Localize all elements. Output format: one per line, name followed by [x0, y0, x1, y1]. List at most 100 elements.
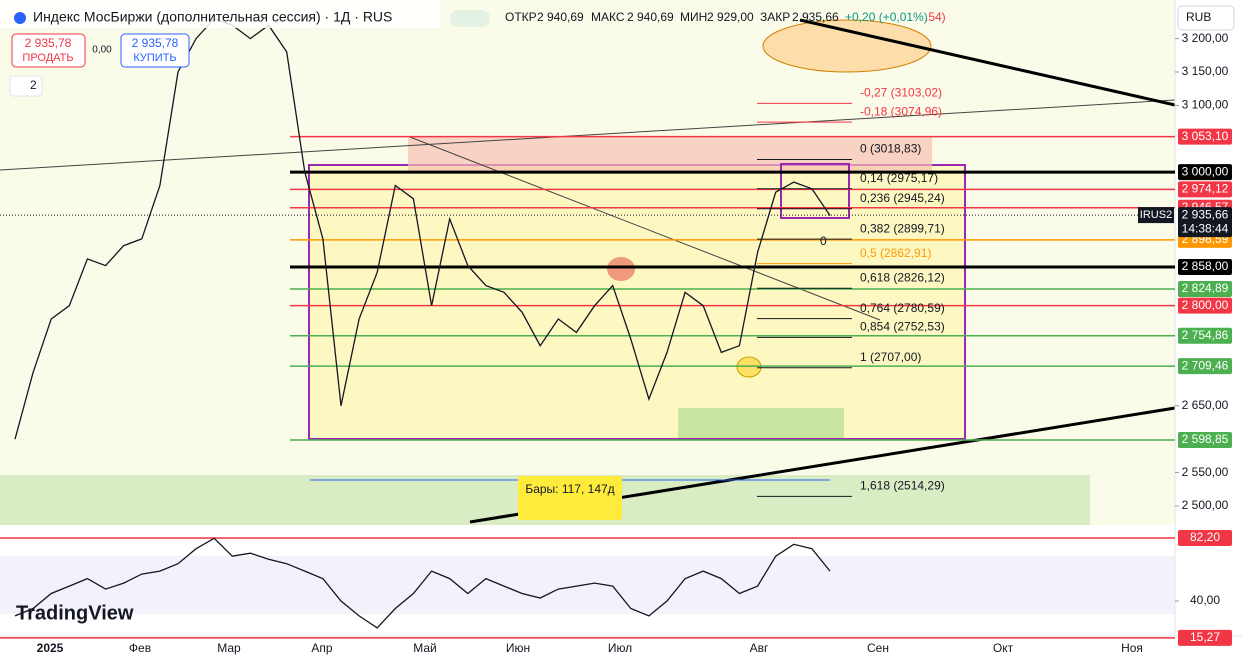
- time-label: Ноя: [1121, 641, 1143, 655]
- time-label: Мар: [217, 641, 241, 655]
- range-box: [780, 163, 850, 219]
- flag-icon: [14, 12, 26, 24]
- time-label: 2025: [37, 641, 64, 655]
- level-label: 82,20: [1190, 530, 1220, 544]
- price-line: [14, 17, 831, 440]
- level-badge: [1178, 629, 1232, 646]
- level-label: 2 709,46: [1182, 358, 1229, 372]
- fib-fragment: .54): [925, 10, 946, 24]
- zone: [408, 137, 932, 173]
- fib-label: 0,382 (2899,71): [860, 221, 945, 235]
- status: [450, 10, 490, 27]
- level-label: 2 858,00: [1182, 259, 1229, 273]
- rsi-line: [14, 537, 831, 629]
- ohlc-value: 2 935,66: [792, 10, 839, 24]
- ohlc-label: ЗАКР: [760, 10, 790, 24]
- fib-label: 0,854 (2752,53): [860, 320, 945, 334]
- fib-label: 1,618 (2514,29): [860, 479, 945, 493]
- ohlc-value: 2 940,69: [627, 10, 674, 24]
- fib-label: 0,5 (2862,91): [860, 246, 931, 260]
- fib-label: 0 (3018,83): [860, 142, 921, 156]
- ohlc-label: МАКС: [591, 10, 625, 24]
- spread: 0,00: [92, 45, 112, 56]
- buy-label[interactable]: КУПИТЬ: [133, 52, 176, 64]
- level-label: 2 974,12: [1182, 182, 1229, 196]
- price-badge: [1178, 207, 1232, 238]
- level-badge: [1178, 529, 1232, 546]
- time-label: Июл: [608, 641, 632, 655]
- change: +0,20 (+0,01%): [845, 10, 928, 24]
- fib-label: 0,764 (2780,59): [860, 301, 945, 315]
- level-badge: [1178, 281, 1232, 298]
- range-box: [308, 164, 966, 440]
- level-label: 3 000,00: [1182, 164, 1229, 178]
- ohlc-value: 2 929,00: [707, 10, 754, 24]
- bars-note: Бары: 117, 147д: [525, 482, 614, 496]
- header-bg: [0, 0, 440, 28]
- level-badge: [1178, 181, 1232, 198]
- ohlc-label: МИН: [680, 10, 707, 24]
- buy-price[interactable]: 2 935,78: [132, 36, 179, 50]
- marker: [736, 356, 762, 378]
- note-box: [518, 476, 622, 520]
- marker: [762, 19, 932, 73]
- price-time: 14:38:44: [1182, 221, 1229, 235]
- level-label: 2 598,85: [1182, 432, 1229, 446]
- indicators-count[interactable]: 2: [30, 78, 37, 92]
- fib-zero: 0: [820, 234, 827, 248]
- symbol-label: IRUS2: [1140, 209, 1172, 221]
- y-tick-label: 2 650,00: [1182, 398, 1229, 412]
- level-badge: [1178, 297, 1232, 314]
- indicators-toggle[interactable]: [9, 75, 43, 97]
- trend-line: [799, 18, 1176, 107]
- y-tick-label: 2 550,00: [1182, 465, 1229, 479]
- buy-button[interactable]: [120, 33, 190, 68]
- fib-label: -0,18 (3074,96): [860, 104, 942, 118]
- trend-line: [0, 99, 1176, 171]
- time-label: Фев: [129, 641, 151, 655]
- fib-label: 0,14 (2975,17): [860, 171, 938, 185]
- level-label: 15,27: [1190, 630, 1220, 644]
- logo: TradingView: [16, 602, 134, 624]
- ohlc-value: 2 940,69: [537, 10, 584, 24]
- fib-label: 0,236 (2945,24): [860, 191, 945, 205]
- level-badge: [1178, 164, 1232, 181]
- rsi-band: [0, 556, 1175, 614]
- time-label: Сен: [867, 641, 889, 655]
- zone: [678, 408, 844, 438]
- time-label: Май: [413, 641, 437, 655]
- price-value: 2 935,66: [1182, 207, 1229, 221]
- level-label: 3 053,10: [1182, 129, 1229, 143]
- sell-price[interactable]: 2 935,78: [25, 36, 72, 50]
- time-label: Июн: [506, 641, 530, 655]
- sell-label[interactable]: ПРОДАТЬ: [22, 52, 73, 64]
- level-badge: [1178, 327, 1232, 344]
- fib-label: 0,618 (2826,12): [860, 270, 945, 284]
- y-tick-label: 40,00: [1190, 593, 1220, 607]
- level-badge: [1178, 358, 1232, 375]
- y-tick-label: 3 200,00: [1182, 31, 1229, 45]
- time-label: Авг: [750, 641, 769, 655]
- y-tick-label: 2 500,00: [1182, 498, 1229, 512]
- fib-label: 1 (2707,00): [860, 350, 921, 364]
- time-label: Окт: [993, 641, 1014, 655]
- plot: 3 200,00 3 150,00 3 100,00 2 650,00 2 550,00…: [0, 10, 1232, 655]
- y-tick-label: 3 150,00: [1182, 64, 1229, 78]
- level-badge: [1178, 258, 1232, 275]
- level-label: 2 754,86: [1182, 328, 1229, 342]
- fib-label: -0,27 (3103,02): [860, 86, 942, 100]
- y-tick-label: 3 100,00: [1182, 98, 1229, 112]
- symbol-badge: [1138, 207, 1174, 224]
- level-badge: [1178, 128, 1232, 145]
- currency[interactable]: RUB: [1186, 10, 1211, 24]
- currency-button[interactable]: [1177, 5, 1235, 31]
- level-badge: [1178, 431, 1232, 448]
- time-label: Апр: [311, 641, 333, 655]
- ohlc-label: ОТКР: [505, 10, 537, 24]
- level-label: 2 800,00: [1182, 298, 1229, 312]
- marker: [607, 257, 635, 281]
- sell-button[interactable]: [11, 33, 86, 68]
- level-label: 2 824,89: [1182, 281, 1229, 295]
- symbol-title: Индекс МосБиржи (дополнительная сессия) …: [33, 9, 392, 25]
